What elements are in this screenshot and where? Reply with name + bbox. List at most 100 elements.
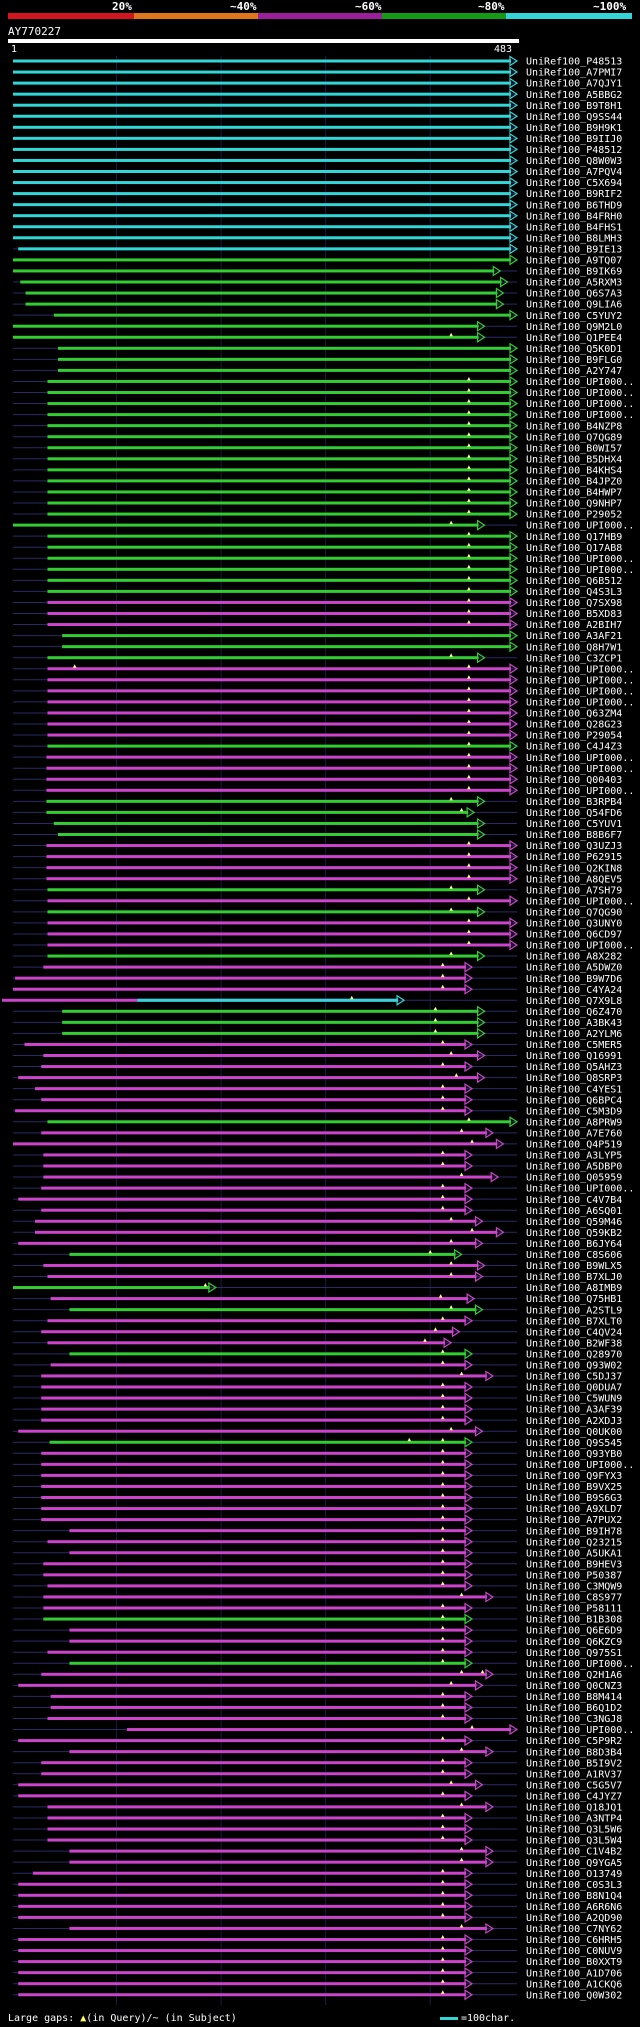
- hit-row[interactable]: UniRef100_UPI000..: [13, 386, 634, 399]
- hit-label[interactable]: UniRef100_UPI000..: [526, 388, 634, 399]
- hit-row[interactable]: UniRef100_Q9YGA5: [13, 1856, 622, 1869]
- hit-row[interactable]: UniRef100_B5XD83: [13, 607, 622, 620]
- hit-row[interactable]: UniRef100_Q8H7W1: [13, 641, 622, 653]
- hit-row[interactable]: UniRef100_Q63ZM4: [13, 707, 622, 720]
- hit-label[interactable]: UniRef100_Q975S1: [526, 1648, 622, 1659]
- hit-label[interactable]: UniRef100_Q93YB0: [526, 1449, 622, 1460]
- hit-row[interactable]: UniRef100_Q59M46: [13, 1215, 622, 1228]
- hit-label[interactable]: UniRef100_C3ZCP1: [526, 653, 622, 664]
- hit-label[interactable]: UniRef100_B8D3B4: [526, 1747, 622, 1758]
- hit-row[interactable]: UniRef100_Q1PEE4: [13, 331, 622, 344]
- hit-row[interactable]: UniRef100_UPI000..: [13, 762, 634, 775]
- hit-row[interactable]: UniRef100_UPI000..: [13, 1458, 634, 1471]
- hit-row[interactable]: UniRef100_UPI000..: [13, 696, 634, 709]
- hit-label[interactable]: UniRef100_A2BIH7: [526, 620, 622, 631]
- hit-label[interactable]: UniRef100_A2Y747: [526, 366, 622, 377]
- hit-label[interactable]: UniRef100_C5X694: [526, 178, 622, 189]
- hit-row[interactable]: UniRef100_Q7QG89: [13, 431, 622, 443]
- hit-label[interactable]: UniRef100_C6HRH5: [526, 1935, 622, 1946]
- hit-row[interactable]: UniRef100_UPI000..: [13, 784, 634, 797]
- hit-label[interactable]: UniRef100_C1V4B2: [526, 1847, 622, 1858]
- hit-row[interactable]: UniRef100_A2QD90: [13, 1911, 622, 1924]
- hit-label[interactable]: UniRef100_B4FRH0: [526, 211, 622, 222]
- hit-label[interactable]: UniRef100_A2QD90: [526, 1913, 622, 1924]
- hit-row[interactable]: UniRef100_Q0DUA7: [13, 1381, 622, 1394]
- hit-row[interactable]: UniRef100_Q00403: [13, 773, 622, 786]
- hit-row[interactable]: UniRef100_B9IE13: [13, 243, 622, 255]
- hit-row[interactable]: UniRef100_B4FHS1: [13, 221, 622, 233]
- hit-row[interactable]: UniRef100_Q2KIN8: [13, 862, 622, 874]
- hit-label[interactable]: UniRef100_C5YUV1: [526, 819, 622, 830]
- hit-row[interactable]: UniRef100_A3AF21: [13, 630, 622, 642]
- hit-row[interactable]: UniRef100_A7PUX2: [13, 1514, 622, 1526]
- hit-label[interactable]: UniRef100_Q59M46: [526, 1217, 622, 1228]
- hit-label[interactable]: UniRef100_A3AF39: [526, 1405, 622, 1416]
- hit-row[interactable]: UniRef100_Q5K0D1: [13, 342, 622, 355]
- hit-row[interactable]: UniRef100_C8S606: [13, 1248, 622, 1261]
- hit-row[interactable]: UniRef100_B8N1Q4: [13, 1889, 622, 1902]
- hit-row[interactable]: UniRef100_B9HEV3: [13, 1558, 622, 1570]
- hit-row[interactable]: UniRef100_UPI000..: [13, 409, 634, 421]
- hit-row[interactable]: UniRef100_Q4S3L3: [13, 585, 622, 598]
- hit-label[interactable]: UniRef100_Q9S545: [526, 1438, 622, 1449]
- hit-label[interactable]: UniRef100_UPI000..: [526, 698, 634, 709]
- hit-label[interactable]: UniRef100_B9H9K1: [526, 123, 622, 134]
- hit-label[interactable]: UniRef100_A5RXM3: [526, 278, 622, 289]
- hit-row[interactable]: UniRef100_A7QJY1: [13, 77, 622, 90]
- hit-row[interactable]: UniRef100_Q5AHZ3: [13, 1060, 622, 1073]
- hit-label[interactable]: UniRef100_C4QV24: [526, 1327, 622, 1338]
- hit-row[interactable]: UniRef100_UPI000..: [13, 552, 634, 565]
- hit-row[interactable]: UniRef100_B9FLG0: [13, 353, 622, 366]
- hit-row[interactable]: UniRef100_A5RXM3: [13, 276, 622, 289]
- hit-label[interactable]: UniRef100_C0S3L3: [526, 1880, 622, 1891]
- hit-label[interactable]: UniRef100_Q59KB2: [526, 1228, 622, 1239]
- hit-row[interactable]: UniRef100_UPI000..: [13, 375, 634, 388]
- hit-row[interactable]: UniRef100_B9T8H1: [13, 99, 622, 112]
- hit-label[interactable]: UniRef100_Q6BPC4: [526, 1095, 622, 1106]
- hit-label[interactable]: UniRef100_Q16991: [526, 1051, 622, 1062]
- hit-label[interactable]: UniRef100_UPI000..: [526, 521, 634, 532]
- hit-row[interactable]: UniRef100_B4FRH0: [13, 210, 622, 222]
- hit-row[interactable]: UniRef100_Q28970: [13, 1348, 622, 1360]
- hit-label[interactable]: UniRef100_C4V7B4: [526, 1195, 622, 1206]
- hit-label[interactable]: UniRef100_Q3UNY0: [526, 919, 622, 930]
- hit-label[interactable]: UniRef100_A5DBP0: [526, 1162, 622, 1173]
- hit-row[interactable]: UniRef100_A8PRW9: [13, 1116, 622, 1128]
- hit-label[interactable]: UniRef100_Q9FYX3: [526, 1471, 622, 1482]
- hit-label[interactable]: UniRef100_Q6KZC9: [526, 1637, 622, 1648]
- hit-row[interactable]: UniRef100_C4QV24: [13, 1326, 622, 1338]
- hit-row[interactable]: UniRef100_Q93W02: [13, 1359, 622, 1372]
- hit-row[interactable]: UniRef100_UPI000..: [13, 519, 634, 532]
- hit-row[interactable]: UniRef100_B7XLT0: [13, 1315, 622, 1327]
- hit-row[interactable]: UniRef100_B4HWP7: [13, 486, 622, 499]
- hit-label[interactable]: UniRef100_Q3L5W4: [526, 1836, 622, 1847]
- hit-row[interactable]: UniRef100_B4JPZ0: [13, 475, 622, 488]
- hit-row[interactable]: UniRef100_A3AF39: [13, 1403, 622, 1416]
- hit-label[interactable]: UniRef100_A9XLD7: [526, 1504, 622, 1515]
- hit-row[interactable]: UniRef100_A2XDJ3: [13, 1414, 622, 1427]
- hit-row[interactable]: UniRef100_A1CKQ6: [13, 1978, 622, 1990]
- hit-label[interactable]: UniRef100_Q3UZJ3: [526, 841, 622, 852]
- hit-label[interactable]: UniRef100_A8QEV5: [526, 874, 622, 885]
- hit-label[interactable]: UniRef100_B1B308: [526, 1615, 622, 1626]
- hit-row[interactable]: UniRef100_A6SQ01: [13, 1204, 622, 1217]
- hit-label[interactable]: UniRef100_C0NUV9: [526, 1946, 622, 1957]
- hit-row[interactable]: UniRef100_A5UKA1: [13, 1547, 622, 1559]
- hit-label[interactable]: UniRef100_Q0W302: [526, 1990, 622, 2001]
- hit-label[interactable]: UniRef100_B8N1Q4: [526, 1891, 622, 1902]
- hit-row[interactable]: UniRef100_A3BK43: [13, 1016, 622, 1029]
- hit-row[interactable]: UniRef100_Q17HB9: [13, 530, 622, 543]
- hit-label[interactable]: UniRef100_C5M3D9: [526, 1106, 622, 1117]
- hit-row[interactable]: UniRef100_Q7QG90: [13, 906, 622, 918]
- hit-row[interactable]: UniRef100_Q9NHP7: [13, 497, 622, 510]
- hit-row[interactable]: UniRef100_UPI000..: [13, 674, 634, 686]
- hit-label[interactable]: UniRef100_B0XXT9: [526, 1957, 622, 1968]
- hit-label[interactable]: UniRef100_UPI000..: [526, 686, 634, 697]
- hit-label[interactable]: UniRef100_B8M414: [526, 1692, 622, 1703]
- hit-label[interactable]: UniRef100_Q9M2L0: [526, 322, 622, 333]
- hit-label[interactable]: UniRef100_UPI000..: [526, 786, 634, 797]
- hit-label[interactable]: UniRef100_UPI000..: [526, 896, 634, 907]
- hit-label[interactable]: UniRef100_C4YA24: [526, 985, 622, 996]
- hit-row[interactable]: UniRef100_Q8W0W3: [13, 154, 622, 167]
- hit-label[interactable]: UniRef100_Q2KIN8: [526, 863, 622, 874]
